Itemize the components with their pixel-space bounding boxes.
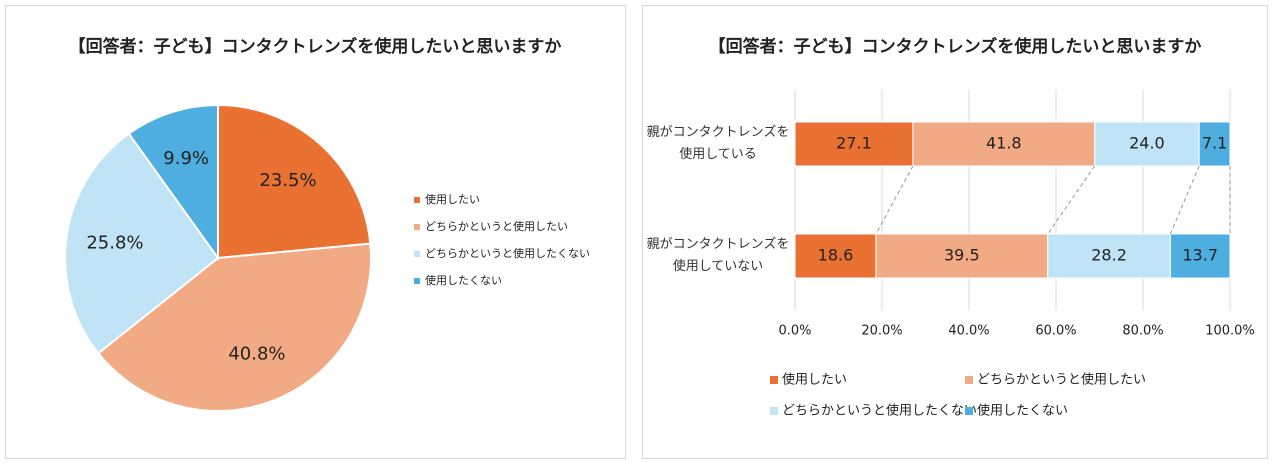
category-text: 親がコンタクトレンズを使用している [646,125,790,162]
legend-swatch [414,197,420,203]
data-label: 23.5% [259,170,316,191]
x-tick-label: 100.0% [1205,324,1255,339]
data-label: 13.7 [1182,246,1218,265]
data-label: 7.1 [1202,134,1227,153]
legend-label: 使用したい [425,193,480,206]
category-label: 親がコンタクトレンズを使用している [646,125,790,162]
panel [642,5,1268,459]
pie-slice [96,242,372,412]
legend-label: 使用したい [782,372,847,388]
pie-slice [127,103,219,262]
legend-label: 使用したくない [977,403,1068,419]
legend-label: どちらかというと使用したくない [782,403,977,419]
bar-segment [1169,233,1231,279]
legend-swatch [965,407,973,415]
x-tick-label: 80.0% [1122,324,1163,339]
legend-swatch [414,251,420,257]
legend-label: どちらかというと使用したい [977,372,1146,388]
data-label: 41.8 [986,134,1022,153]
x-tick-label: 20.0% [861,324,902,339]
chart-title: 【回答者：子ども】コンタクトレンズを使用したいと思いますか [709,36,1202,57]
legend-swatch [414,224,420,230]
x-tick-label: 0.0% [778,324,811,339]
bar-segment [1094,121,1200,167]
pie-slice [64,132,220,355]
data-label: 28.2 [1091,246,1127,265]
bar-segment [1047,233,1171,279]
legend-swatch [965,376,973,384]
data-label: 24.0 [1129,134,1165,153]
bar-segment [794,233,877,279]
connector-line [1169,165,1200,235]
data-label: 18.6 [818,246,854,265]
legend-swatch [770,376,778,384]
data-label: 40.8% [228,343,285,364]
bar-segment [1198,121,1231,167]
legend-swatch [770,407,778,415]
chart-title: 【回答者：子ども】コンタクトレンズを使用したいと思いますか [69,36,562,57]
legend-label: どちらかというと使用したい [425,220,568,233]
legend-label: 使用したくない [425,274,502,287]
category-label: 親がコンタクトレンズを使用していない [646,237,790,274]
bar-segment [875,233,1049,279]
data-label: 27.1 [836,134,872,153]
bar-segment [912,121,1096,167]
legend-swatch [414,278,420,284]
data-label: 9.9% [163,148,209,169]
x-tick-label: 40.0% [948,324,989,339]
pie-slice [217,103,372,260]
category-text: 親がコンタクトレンズを使用していない [646,237,790,274]
data-label: 25.8% [86,233,143,254]
x-tick-label: 60.0% [1035,324,1076,339]
connector-line [875,165,914,235]
data-label: 39.5 [944,246,980,265]
legend-label: どちらかというと使用したくない [425,247,590,260]
